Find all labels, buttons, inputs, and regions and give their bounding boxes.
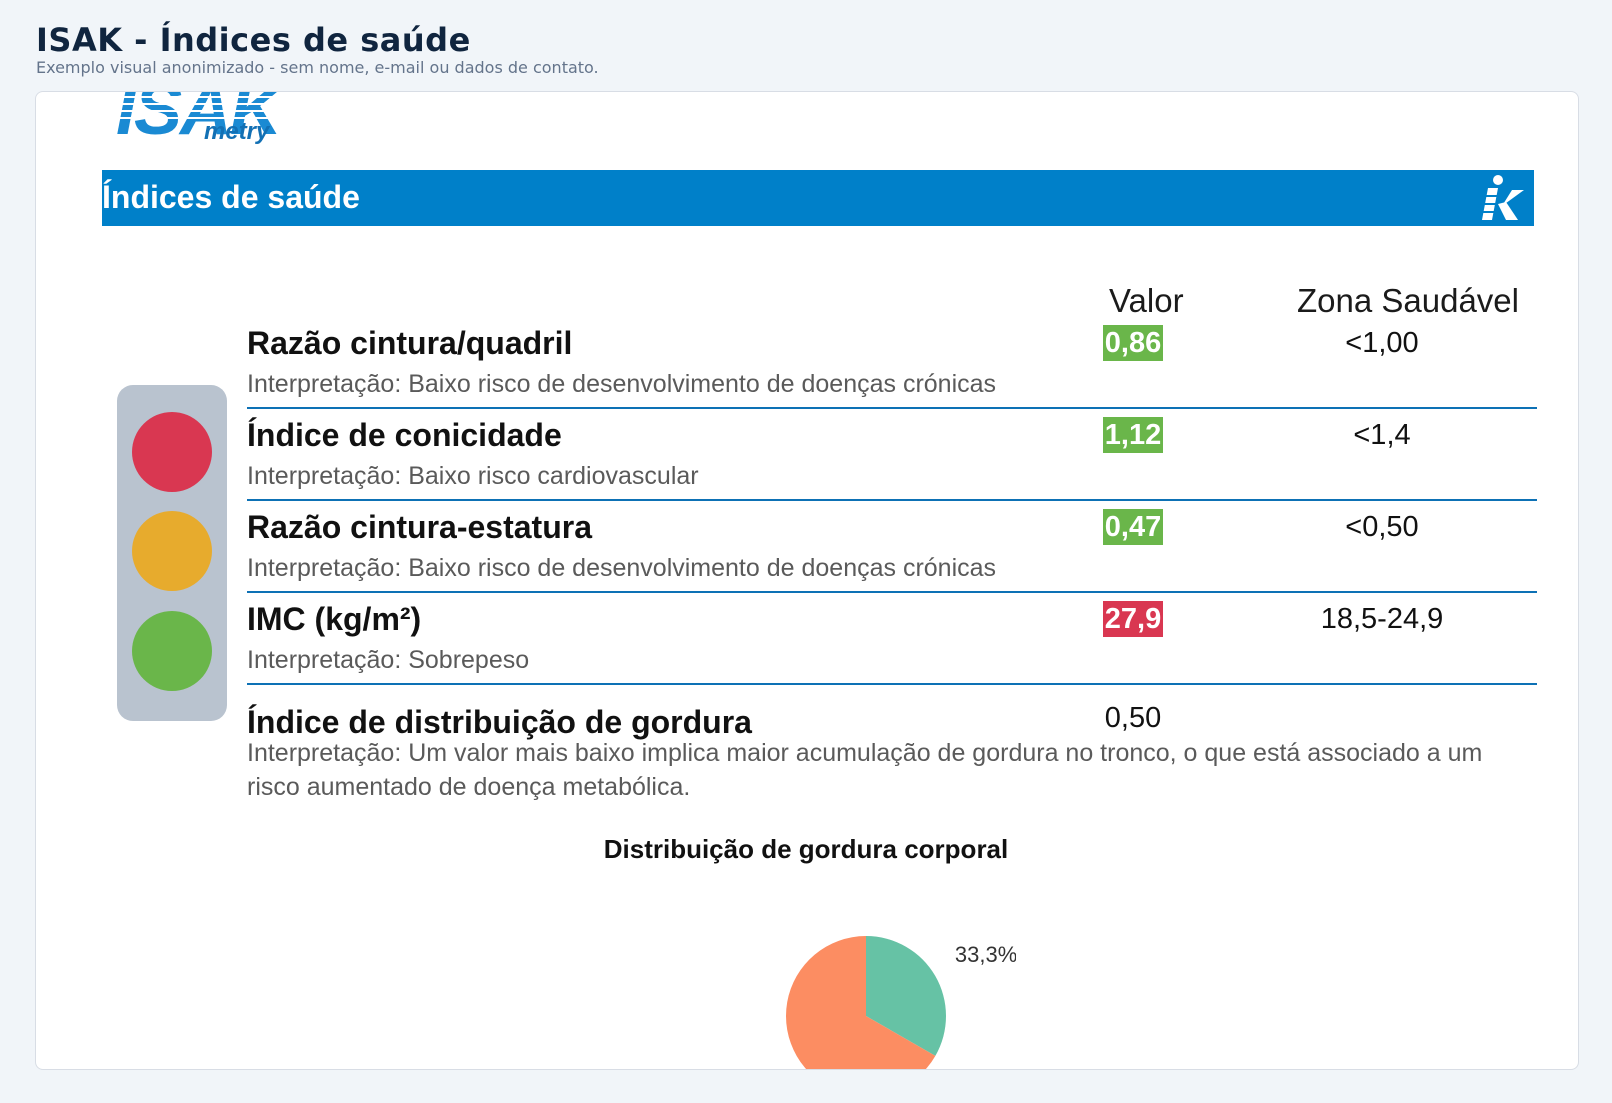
page-header: ISAK - Índices de saúde Exemplo visual a…	[36, 18, 599, 76]
page-subtitle: Exemplo visual anonimizado - sem nome, e…	[36, 58, 599, 77]
index-interpretation: Interpretação: Sobrepeso	[247, 646, 530, 674]
page-title: ISAK - Índices de saúde	[36, 21, 471, 59]
green-lamp	[132, 611, 212, 691]
traffic-light-icon	[117, 385, 227, 721]
row-divider	[247, 499, 1537, 501]
index-interpretation: Interpretação: Baixo risco de desenvolvi…	[247, 554, 997, 582]
section-title: Índices de saúde	[102, 179, 360, 215]
logo-stripes	[116, 92, 296, 124]
index-interpretation: Interpretação: Baixo risco de desenvolvi…	[247, 370, 997, 398]
isak-logo: ISAK metry	[116, 92, 296, 156]
red-lamp	[132, 412, 212, 492]
column-header-zona: Zona Saudável	[1297, 282, 1519, 319]
pie-chart: 33,3%	[786, 936, 1016, 1069]
row-divider	[247, 683, 1537, 685]
column-header-valor: Valor	[1109, 282, 1184, 319]
index-healthy-zone: <0,50	[1345, 511, 1419, 543]
index-name: Índice de conicidade	[247, 417, 562, 453]
logo-sub-text: metry	[204, 118, 270, 145]
k-icon	[1482, 175, 1524, 220]
index-value-badge: 0,86	[1103, 325, 1163, 361]
row-divider	[247, 407, 1537, 409]
index-value-badge: 27,9	[1103, 601, 1163, 637]
row-divider	[247, 591, 1537, 593]
pie-slice	[866, 936, 946, 1056]
index-healthy-zone: <1,00	[1345, 327, 1419, 359]
amber-lamp	[132, 511, 212, 591]
index-healthy-zone: <1,4	[1353, 419, 1411, 451]
index-value-badge: 0,47	[1103, 509, 1163, 545]
report-card: ISAK metry Índices de saúde Valor Zona S…	[35, 91, 1579, 1070]
pie-slice	[786, 936, 936, 1069]
index-value: 0,50	[1104, 702, 1162, 734]
section-header: Índices de saúde	[102, 170, 1534, 226]
index-name: Razão cintura-estatura	[247, 509, 592, 545]
index-interpretation: Interpretação: Um valor mais baixo impli…	[247, 739, 1483, 801]
index-name: Índice de distribuição de gordura	[247, 704, 752, 740]
index-interpretation: Interpretação: Baixo risco cardiovascula…	[247, 462, 699, 490]
chart-title: Distribuição de gordura corporal	[603, 834, 1009, 864]
index-name: IMC (kg/m²)	[247, 601, 422, 637]
index-value-badge: 1,12	[1103, 417, 1163, 453]
index-name: Razão cintura/quadril	[247, 325, 573, 361]
index-healthy-zone: 18,5-24,9	[1320, 603, 1444, 635]
pie-slice-label: 33,3%	[955, 942, 1016, 967]
